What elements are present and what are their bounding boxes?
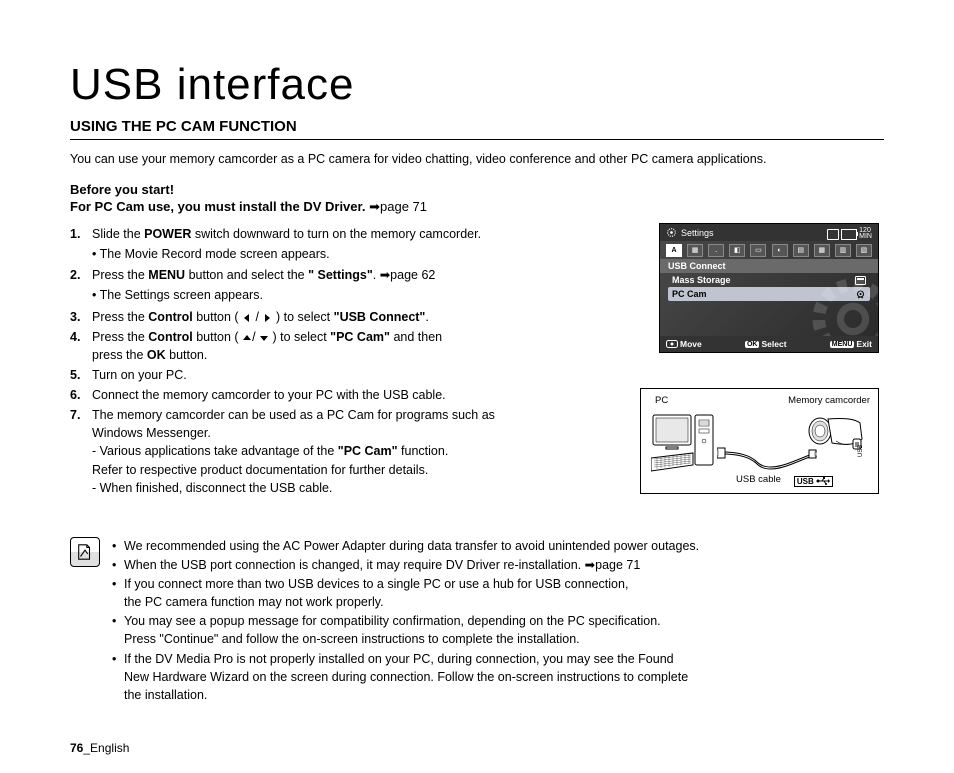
driver-note-bold: For PC Cam use, you must install the DV … (70, 199, 365, 214)
note-item: •We recommended using the AC Power Adapt… (112, 537, 884, 555)
step-number: 6. (70, 386, 92, 404)
step-sub: • The Movie Record mode screen appears. (92, 245, 630, 263)
step-body: Connect the memory camcorder to your PC … (92, 386, 630, 404)
tab-icon: ․ (708, 244, 724, 257)
time-remaining: 120 MIN (859, 228, 872, 241)
step-item: 7. The memory camcorder can be used as a… (70, 406, 630, 497)
diagram-cam-label: Memory camcorder (788, 395, 870, 406)
step-number: 7. (70, 406, 92, 497)
step-number: 1. (70, 225, 92, 243)
driver-note: For PC Cam use, you must install the DV … (70, 199, 884, 215)
menu-key-icon: MENU (830, 341, 855, 348)
note-item: •If you connect more than two USB device… (112, 575, 884, 611)
intro-text: You can use your memory camcorder as a P… (70, 152, 884, 166)
tab-icon: ▧ (856, 244, 872, 257)
step-number: 4. (70, 328, 92, 364)
step-item: 1. Slide the POWER switch downward to tu… (70, 225, 630, 243)
note-item: •You may see a popup message for compati… (112, 612, 884, 648)
step-sub: • The Settings screen appears. (92, 286, 630, 304)
tab-icon: ▭ (750, 244, 766, 257)
move-icon (666, 340, 678, 348)
steps-list: 1. Slide the POWER switch downward to tu… (70, 225, 630, 497)
screen-footer: Move OK Select MENU Exit (660, 336, 878, 352)
step-body: Press the Control button ( / ) to select… (92, 328, 630, 364)
usb-symbol-icon (816, 477, 830, 485)
step-item: 6. Connect the memory camcorder to your … (70, 386, 630, 404)
step-body: Slide the POWER switch downward to turn … (92, 225, 630, 243)
screen-title: Settings (681, 228, 714, 238)
step-body: Turn on your PC. (92, 366, 630, 384)
card-icon (827, 229, 839, 240)
right-arrow-icon (262, 313, 272, 323)
tab-icon: ▦ (814, 244, 830, 257)
left-arrow-icon (242, 313, 252, 323)
note-icon (70, 537, 100, 567)
step-body: Press the Control button ( / ) to select… (92, 308, 630, 326)
step-item: 4. Press the Control button ( / ) to sel… (70, 328, 630, 364)
footer-select: OK Select (745, 339, 787, 349)
page-number: 76_English (70, 741, 129, 755)
driver-note-ref: ➡page 71 (369, 199, 427, 214)
step-item: 2. Press the MENU button and select the … (70, 266, 630, 284)
note-item: •When the USB port connection is changed… (112, 556, 884, 574)
camcorder-icon: USB (808, 409, 870, 459)
svg-text:USB: USB (858, 445, 864, 457)
tab-icon: A (666, 244, 682, 257)
tab-icon: ◧ (729, 244, 745, 257)
step-number: 2. (70, 266, 92, 284)
battery-icon (841, 229, 857, 240)
page-title: USB interface (70, 60, 884, 110)
ok-key-icon: OK (745, 341, 760, 348)
step-body: The memory camcorder can be used as a PC… (92, 406, 630, 497)
gear-small-icon (666, 227, 677, 238)
step-dash: - When finished, disconnect the USB cabl… (92, 479, 630, 497)
note-item: •If the DV Media Pro is not properly ins… (112, 650, 884, 704)
battery-status: 120 MIN (827, 228, 872, 241)
tab-icon: ▥ (835, 244, 851, 257)
screen-tab-row: A ▦ ․ ◧ ▭ ◐ ▤ ▦ ▥ ▧ (660, 241, 878, 259)
up-arrow-icon (242, 333, 252, 343)
tab-icon: ▦ (687, 244, 703, 257)
step-item: 3. Press the Control button ( / ) to sel… (70, 308, 630, 326)
before-start-label: Before you start! (70, 182, 884, 197)
step-number: 5. (70, 366, 92, 384)
step-dash: - Various applications take advantage of… (92, 442, 630, 478)
section-heading: USING THE PC CAM FUNCTION (70, 118, 884, 140)
diagram-pc-label: PC (655, 395, 668, 406)
tab-icon: ▤ (793, 244, 809, 257)
footer-exit: MENU Exit (830, 339, 872, 349)
step-item: 5. Turn on your PC. (70, 366, 630, 384)
settings-screen: 120 MIN Settings A ▦ ․ ◧ ▭ ◐ ▤ ▦ ▥ ▧ USB… (659, 223, 879, 353)
usb-cable-icon (717, 444, 817, 479)
notes-list: •We recommended using the AC Power Adapt… (112, 537, 884, 705)
connection-diagram: PC Memory camcorder USB cable USB USB (640, 388, 879, 494)
step-number: 3. (70, 308, 92, 326)
step-body: Press the MENU button and select the " S… (92, 266, 630, 284)
down-arrow-icon (259, 333, 269, 343)
pc-icon (651, 413, 716, 473)
tab-icon: ◐ (772, 244, 788, 257)
notes-section: •We recommended using the AC Power Adapt… (70, 537, 884, 705)
screen-section: USB Connect (660, 259, 878, 273)
footer-move: Move (666, 339, 702, 349)
